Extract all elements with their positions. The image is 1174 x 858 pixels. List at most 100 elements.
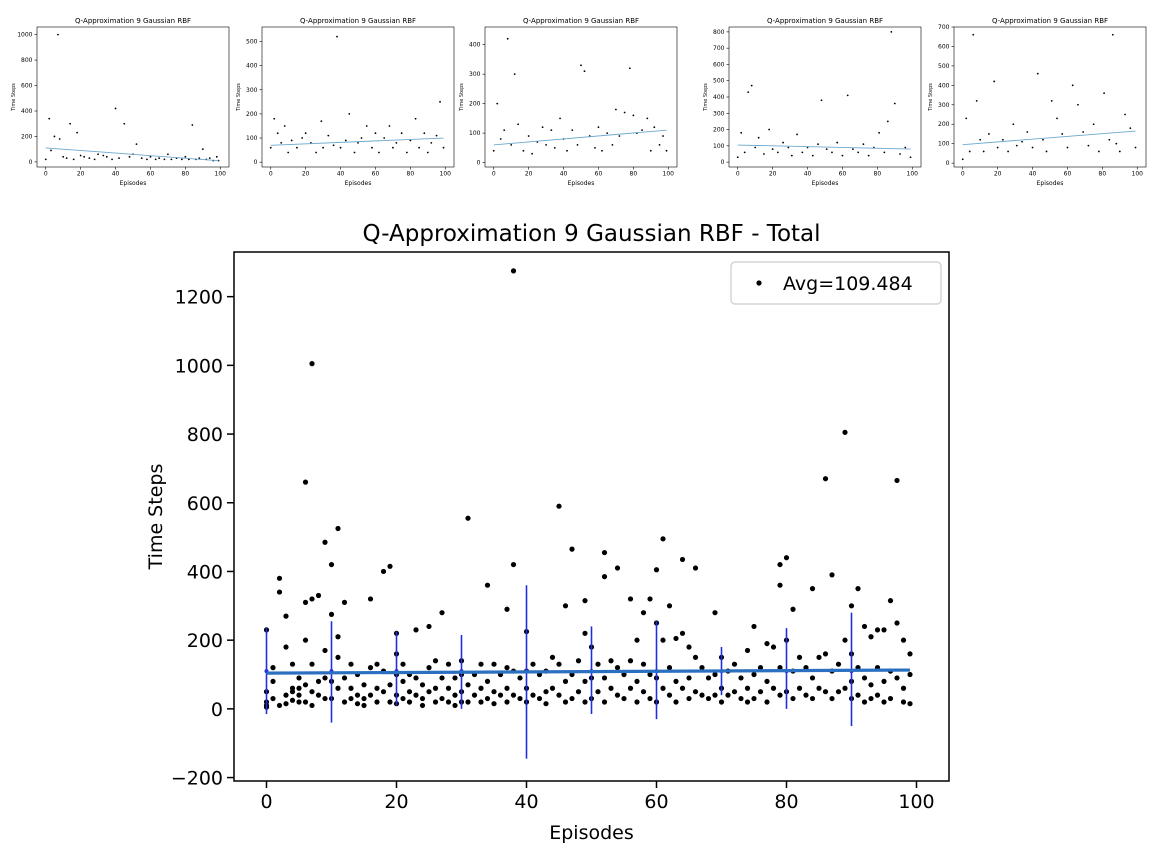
x-tick-label: 20 — [769, 171, 777, 178]
data-point — [894, 477, 900, 484]
y-tick-label: 400 — [469, 42, 481, 49]
x-tick-label: 100 — [1132, 171, 1144, 178]
data-point — [868, 695, 874, 702]
data-point — [615, 108, 617, 111]
data-point — [731, 689, 738, 695]
data-point — [712, 692, 718, 698]
data-point — [400, 132, 403, 135]
data-point — [48, 117, 51, 120]
data-point — [883, 151, 886, 154]
data-point — [276, 132, 279, 135]
data-point — [627, 658, 634, 664]
data-point — [982, 150, 985, 153]
data-point — [614, 665, 621, 671]
data-point — [686, 675, 692, 681]
main-total-chart: Q-Approximation 9 Gaussian RBF - Total 0 2… — [145, 221, 950, 844]
data-point — [452, 692, 458, 698]
data-point — [1129, 127, 1132, 130]
data-point — [777, 561, 783, 568]
data-point — [646, 117, 649, 120]
data-point — [874, 627, 881, 633]
data-point — [357, 141, 359, 144]
data-point — [69, 122, 72, 125]
data-point — [484, 678, 491, 684]
plot-frame — [728, 26, 922, 168]
data-point — [432, 685, 439, 691]
data-point — [594, 146, 596, 149]
data-point — [562, 678, 569, 684]
data-point — [406, 699, 413, 705]
legend-marker — [756, 280, 762, 286]
data-point — [57, 33, 59, 36]
data-point — [322, 539, 328, 545]
data-point — [580, 64, 582, 67]
data-point — [543, 701, 549, 707]
data-point — [491, 689, 497, 695]
data-point — [653, 567, 660, 573]
data-point — [1050, 99, 1053, 102]
data-point — [504, 665, 510, 671]
data-point — [627, 685, 634, 691]
data-point — [496, 102, 499, 105]
data-point — [409, 139, 412, 142]
data-point — [673, 678, 679, 684]
data-point — [97, 153, 99, 156]
x-tick-label: 80 — [774, 791, 798, 813]
chart-title: Q-Approximation 9 Gaussian RBF — [992, 17, 1108, 25]
data-point — [890, 30, 893, 33]
y-tick-label: 0 — [721, 159, 725, 166]
data-point — [900, 699, 907, 705]
data-point — [855, 586, 861, 592]
data-point — [556, 503, 562, 509]
data-point — [825, 148, 828, 150]
data-point — [341, 599, 348, 605]
data-point — [606, 132, 609, 135]
data-point — [371, 146, 373, 149]
data-point — [361, 702, 367, 709]
data-point — [270, 695, 276, 702]
data-point — [167, 153, 169, 156]
data-point — [154, 158, 157, 161]
data-point — [649, 149, 652, 152]
data-point — [301, 137, 304, 139]
data-point — [614, 565, 621, 571]
data-point — [979, 138, 982, 141]
data-point — [686, 644, 692, 650]
y-tick-label: 300 — [938, 102, 950, 109]
data-point — [582, 699, 588, 705]
plot-frame — [484, 26, 678, 168]
data-point — [1097, 150, 1100, 153]
data-point — [770, 685, 777, 691]
data-point — [887, 598, 894, 604]
data-point — [738, 675, 744, 681]
data-point — [510, 268, 517, 274]
data-point — [751, 671, 757, 678]
data-point — [341, 675, 348, 681]
data-point — [874, 692, 881, 698]
data-point — [820, 99, 823, 102]
data-point — [287, 151, 290, 154]
data-point — [322, 647, 328, 654]
data-point — [811, 154, 814, 157]
data-point — [198, 157, 201, 159]
data-point — [336, 35, 338, 38]
data-point — [302, 637, 309, 643]
data-point — [835, 661, 842, 667]
data-point — [215, 155, 218, 158]
data-point — [527, 135, 530, 137]
small-chart-5: Q-Approximation 9 Gaussian RBF 0 20 40 60 80 1… — [928, 17, 1147, 187]
x-tick-label: 100 — [440, 171, 452, 178]
data-point — [44, 158, 47, 161]
data-point — [777, 582, 783, 588]
data-point — [881, 699, 887, 705]
x-tick-label: 0 — [260, 791, 272, 813]
data-point — [471, 692, 478, 698]
data-point — [53, 135, 56, 138]
data-point — [867, 154, 870, 157]
data-point — [835, 689, 842, 695]
data-point — [634, 678, 640, 684]
data-point — [550, 129, 553, 132]
data-point — [640, 661, 647, 667]
x-tick-label: 60 — [147, 171, 155, 178]
data-point — [392, 146, 394, 149]
